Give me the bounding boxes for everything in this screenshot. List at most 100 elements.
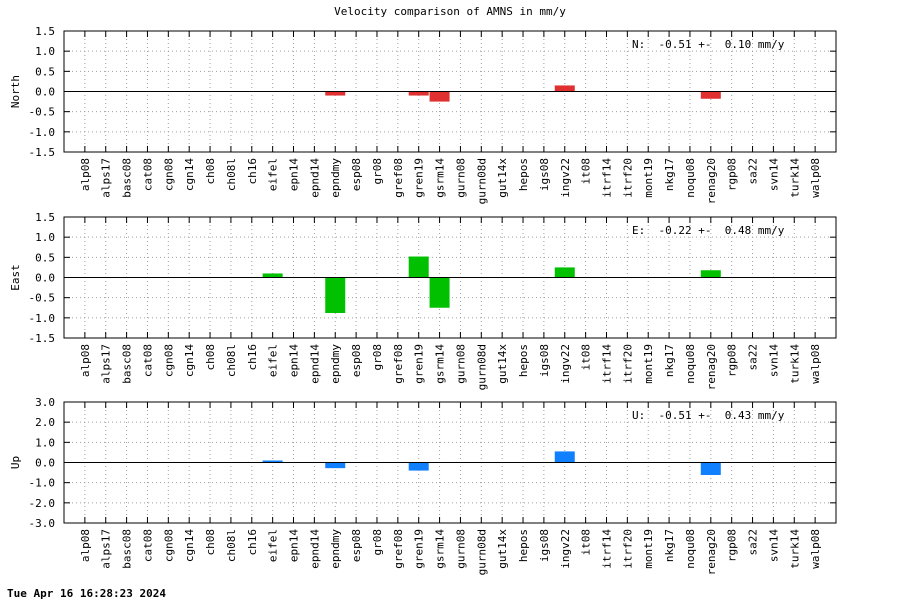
panel-north-xtick-label: itrf14 (600, 158, 613, 198)
panel-east-xtick-label: gurn08 (454, 344, 467, 384)
panel-north-xtick-label: gurn08 (454, 158, 467, 198)
panel-east-xtick-label: gut14x (496, 344, 509, 384)
panel-east-frame (63, 216, 837, 339)
panel-north-ytick-label: -1.5 (29, 146, 56, 159)
panel-up-xtick-label: hepos (517, 529, 530, 562)
panel-up-xtick-label: turk14 (788, 529, 801, 569)
panel-north-ytick-label: -1.0 (29, 126, 56, 139)
panel-north-ytick-label: 0.0 (35, 86, 55, 99)
panel-north-xtick-label: igs08 (538, 158, 551, 191)
panel-east-xtick-label: renag20 (705, 344, 718, 390)
panel-east-ytick-label: 0.0 (35, 272, 55, 285)
panel-up-xtick-label: walp08 (809, 529, 822, 569)
panel-up-xtick-label: igs08 (538, 529, 551, 562)
panel-north-xtick-label: eifel (267, 158, 280, 191)
panel-east-xtick-label: it08 (580, 344, 593, 371)
panel-east-xtick-label: eifel (267, 344, 280, 377)
panel-east-xtick-label: alps17 (100, 344, 113, 384)
panel-east-xtick-label: ch16 (246, 344, 259, 371)
panel-east-ylabel: East (9, 264, 22, 291)
panel-east-xtick-label: cgn14 (183, 344, 196, 377)
panel-up-frame (63, 401, 837, 524)
panel-east-bar (262, 273, 283, 278)
panel-east-ytick-label: -1.5 (29, 332, 56, 345)
panel-east-xtick-label: igs08 (538, 344, 551, 377)
panel-north-frame (63, 30, 837, 153)
panel-north-xtick-label: hepos (517, 158, 530, 191)
panel-up-ytick-label: 0.0 (35, 457, 55, 470)
panel-north-bar (408, 91, 429, 96)
panel-up-ylabel: Up (9, 456, 22, 469)
panel-up-xtick-label: alps17 (100, 529, 113, 569)
panel-east-xtick-label: mont19 (642, 344, 655, 384)
panel-north-ytick-label: 1.0 (35, 45, 55, 58)
panel-up-bar (700, 462, 721, 476)
panel-up-xtick-label: epn14 (288, 529, 301, 562)
panel-up-xtick-label: svn14 (767, 529, 780, 562)
panel-up-bar (262, 460, 283, 463)
timestamp-footer: Tue Apr 16 16:28:23 2024 (7, 587, 166, 600)
panel-north-xtick-label: gref08 (392, 158, 405, 198)
panel-north-xtick-label: gr08 (371, 158, 384, 185)
panel-up-xtick-label: noqu08 (684, 529, 697, 569)
panel-up-xtick-label: renag20 (705, 529, 718, 575)
panel-east-xtick-label: hepos (517, 344, 530, 377)
panel-north-xtick-label: itrf20 (621, 158, 634, 198)
panel-east-xtick-label: basc08 (121, 344, 134, 384)
panel-north-xtick-label: mont19 (642, 158, 655, 198)
panel-up-xtick-label: ch08l (225, 529, 238, 562)
panel-up-xtick-label: gr08 (371, 529, 384, 556)
panel-east-bar (700, 270, 721, 278)
panel-up-bar (554, 451, 575, 463)
panel-up-xtick-label: gren19 (413, 529, 426, 569)
panel-up-xtick-label: basc08 (121, 529, 134, 569)
panel-north-xtick-label: sa22 (747, 158, 760, 185)
panel-east-xtick-label: epn14 (288, 344, 301, 377)
panel-up-xtick-label: sa22 (747, 529, 760, 556)
panel-east-xtick-label: turk14 (788, 344, 801, 384)
panel-up-xtick-label: cgn14 (183, 529, 196, 562)
panel-east-xtick-label: epndmy (329, 344, 342, 384)
panel-up-xtick-label: ch16 (246, 529, 259, 556)
panel-north-xtick-label: walp08 (809, 158, 822, 198)
panel-up-xtick-label: gurn08d (475, 529, 488, 575)
panel-east-bar (429, 277, 450, 308)
panel-north-xtick-label: gut14x (496, 158, 509, 198)
panel-north-ytick-label: -0.5 (29, 106, 56, 119)
panel-north-annotation: N: -0.51 +- 0.10 mm/y (632, 38, 785, 51)
panel-north-ytick-label: 1.5 (35, 25, 55, 38)
panel-north-xtick-label: turk14 (788, 158, 801, 198)
panel-east-xtick-label: gref08 (392, 344, 405, 384)
panel-up-xtick-label: gsrm14 (434, 529, 447, 569)
panel-north-xtick-label: it08 (580, 158, 593, 185)
panel-up-xtick-label: itrf14 (600, 529, 613, 569)
panel-up-xtick-label: mont19 (642, 529, 655, 569)
panel-up-xtick-label: eifel (267, 529, 280, 562)
panel-up-xtick-label: cgn08 (162, 529, 175, 562)
panel-up-ytick-label: 1.0 (35, 436, 55, 449)
panel-north-xtick-label: rgp08 (726, 158, 739, 191)
panel-up-xtick-label: it08 (580, 529, 593, 556)
panel-north-bar (325, 91, 346, 96)
panel-east-xtick-label: itrf14 (600, 344, 613, 384)
panel-north-ytick-label: 0.5 (35, 65, 55, 78)
panel-east-bar (554, 267, 575, 278)
panel-east-xtick-label: gr08 (371, 344, 384, 371)
panel-north-xtick-label: ingv22 (559, 158, 572, 198)
panel-north-bar (429, 91, 450, 102)
panel-up-xtick-label: rgp08 (726, 529, 739, 562)
panel-east-xtick-label: sa22 (747, 344, 760, 371)
panel-up-xtick-label: alp08 (79, 529, 92, 562)
panel-east-ytick-label: 1.0 (35, 231, 55, 244)
panel-east-xtick-label: cat08 (141, 344, 154, 377)
panel-north-xtick-label: epndmy (329, 158, 342, 198)
panel-north-bar (700, 91, 721, 99)
chart-title: Velocity comparison of AMNS in mm/y (334, 5, 566, 18)
panel-east-xtick-label: walp08 (809, 344, 822, 384)
panel-up-xtick-label: ingv22 (559, 529, 572, 569)
panel-north-xtick-label: epnd14 (308, 158, 321, 198)
panel-up-ytick-label: 2.0 (35, 416, 55, 429)
panel-east-xtick-label: ch08l (225, 344, 238, 377)
panel-up-xtick-label: cat08 (141, 529, 154, 562)
